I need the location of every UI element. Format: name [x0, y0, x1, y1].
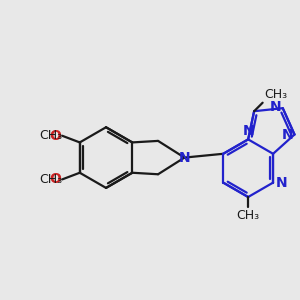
Text: N: N	[242, 124, 254, 138]
Text: CH₃: CH₃	[237, 209, 260, 222]
Text: CH₃: CH₃	[39, 129, 62, 142]
Text: CH₃: CH₃	[264, 88, 287, 101]
Text: N: N	[179, 151, 190, 165]
Text: O: O	[49, 129, 61, 143]
Text: CH₃: CH₃	[39, 173, 62, 186]
Text: N: N	[275, 176, 287, 190]
Text: N: N	[281, 128, 293, 142]
Text: N: N	[270, 100, 281, 114]
Text: O: O	[49, 172, 61, 186]
